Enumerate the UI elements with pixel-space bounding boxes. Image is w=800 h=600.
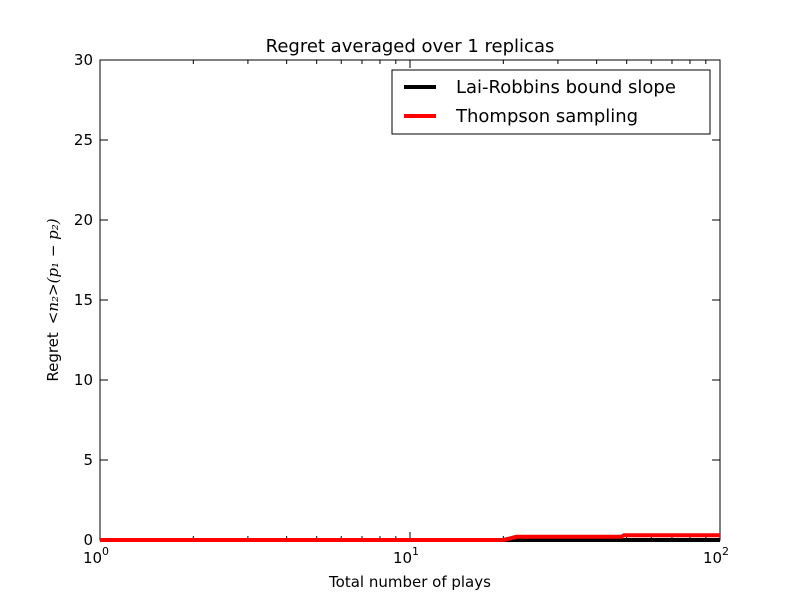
legend-box xyxy=(391,69,711,135)
x-axis-label: Total number of plays xyxy=(328,573,491,591)
y-axis-label-text: Regret xyxy=(44,332,62,382)
legend-label: Thompson sampling xyxy=(455,106,638,127)
legend: Lai-Robbins bound slope Thompson sampling xyxy=(391,69,711,135)
legend-label: Lai-Robbins bound slope xyxy=(456,77,676,98)
y-tick-label: 10 xyxy=(74,371,93,389)
y-tick-label: 0 xyxy=(83,531,93,549)
series-line-thompson xyxy=(100,533,720,542)
x-tick-label: 100 xyxy=(83,545,109,567)
series-lines xyxy=(100,533,720,542)
y-tick-label: 30 xyxy=(74,51,93,69)
y-tick-label: 20 xyxy=(74,211,93,229)
plot-area xyxy=(99,59,721,541)
y-tick-label: 15 xyxy=(74,291,93,309)
x-tick-label: 101 xyxy=(393,545,419,567)
y-axis-label-formula: <n₂>(p₁ − p₂) xyxy=(44,218,62,324)
tick-labels: 0 5 10 15 20 25 30 100 101 102 xyxy=(74,51,729,567)
y-tick-label: 25 xyxy=(74,131,93,149)
y-tick-label: 5 xyxy=(83,451,93,469)
x-tick-label: 102 xyxy=(703,545,729,567)
chart-title: Regret averaged over 1 replicas xyxy=(266,36,555,57)
y-axis-label: Regret <n₂>(p₁ − p₂) xyxy=(44,218,62,381)
